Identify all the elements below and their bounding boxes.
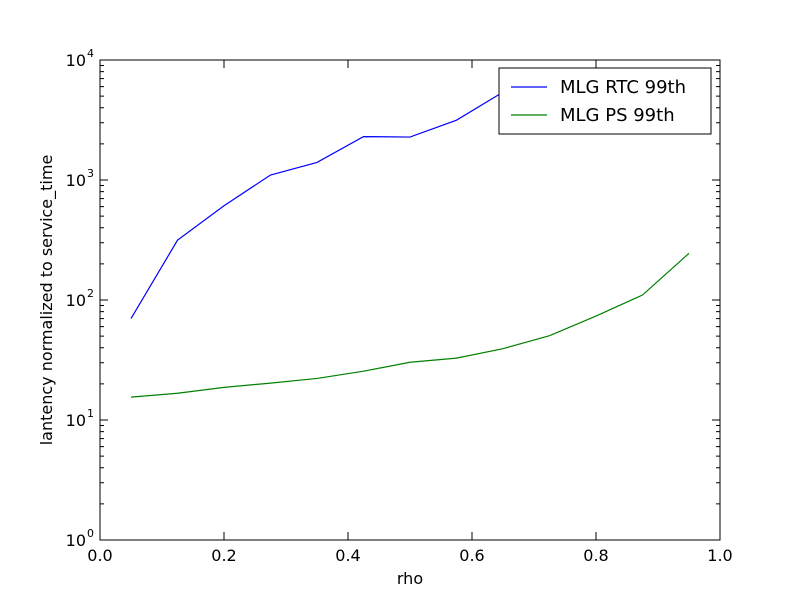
y-tick-label: 10 bbox=[66, 171, 86, 190]
x-tick-label: 1.0 bbox=[707, 546, 732, 565]
x-tick-label: 0.0 bbox=[87, 546, 112, 565]
y-tick-label: 10 bbox=[66, 531, 86, 550]
legend-box bbox=[498, 67, 712, 135]
x-tick-label: 0.2 bbox=[211, 546, 236, 565]
y-tick-label: 10 bbox=[66, 411, 86, 430]
y-tick-exponent: 0 bbox=[87, 527, 94, 540]
y-tick-exponent: 4 bbox=[87, 47, 94, 60]
legend-label-ps: MLG PS 99th bbox=[560, 105, 675, 126]
y-tick-exponent: 2 bbox=[87, 287, 94, 300]
series-line-1 bbox=[130, 252, 690, 398]
y-tick-label: 10 bbox=[66, 51, 86, 70]
legend-label-rtc: MLG RTC 99th bbox=[560, 77, 686, 98]
x-axis-label: rho bbox=[397, 569, 423, 588]
x-tick-label: 0.8 bbox=[583, 546, 608, 565]
y-tick-exponent: 3 bbox=[87, 167, 94, 180]
series-layer bbox=[130, 71, 690, 398]
y-tick-exponent: 1 bbox=[87, 407, 94, 420]
x-tick-label: 0.4 bbox=[335, 546, 360, 565]
y-axis-label: lantency normalized to service_time bbox=[37, 155, 57, 446]
legend: MLG RTC 99th MLG PS 99th bbox=[498, 67, 712, 135]
y-tick-label: 10 bbox=[66, 291, 86, 310]
series-line-0 bbox=[130, 71, 550, 319]
x-tick-label: 0.6 bbox=[459, 546, 484, 565]
